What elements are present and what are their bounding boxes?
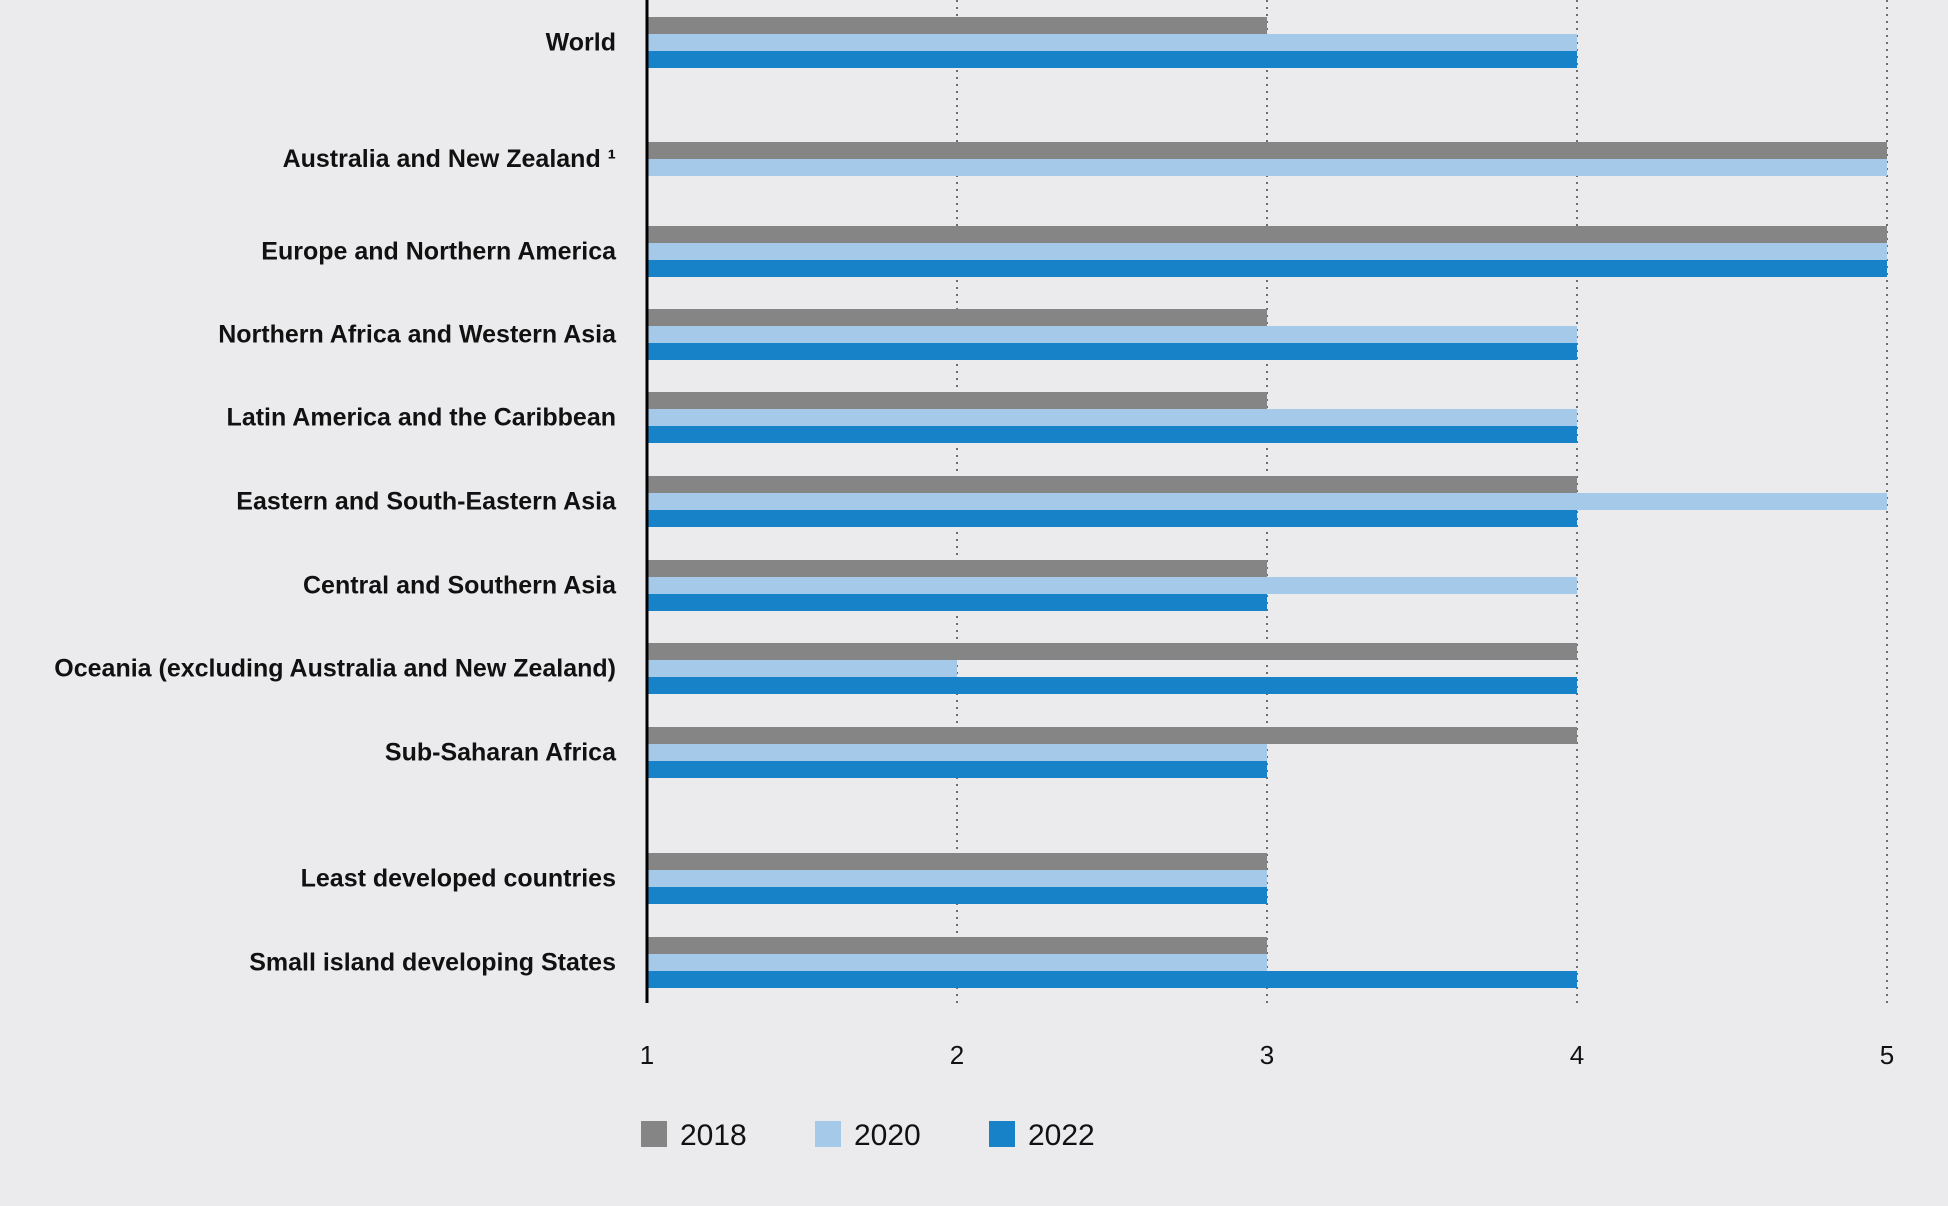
category-label-small-island-developing-states: Small island developing States xyxy=(249,949,616,977)
bar-northern-africa-and-western-asia-2018 xyxy=(647,309,1267,326)
bar-australia-and-new-zealand-2018 xyxy=(647,142,1887,159)
bar-latin-america-and-the-caribbean-2020 xyxy=(647,409,1577,426)
bar-small-island-developing-states-2018 xyxy=(647,937,1267,954)
x-tick-label-1: 1 xyxy=(640,1040,654,1070)
category-label-northern-africa-and-western-asia: Northern Africa and Western Asia xyxy=(218,321,617,349)
legend-swatch-2018 xyxy=(641,1121,667,1147)
bar-australia-and-new-zealand-2020 xyxy=(647,159,1887,176)
bar-northern-africa-and-western-asia-2022 xyxy=(647,343,1577,360)
bar-northern-africa-and-western-asia-2020 xyxy=(647,326,1577,343)
category-label-australia-and-new-zealand: Australia and New Zealand ¹ xyxy=(283,145,616,173)
category-label-oceania-excluding-australia-and-new-zealand: Oceania (excluding Australia and New Zea… xyxy=(54,655,616,683)
x-tick-label-5: 5 xyxy=(1880,1040,1894,1070)
bar-eastern-and-south-eastern-asia-2022 xyxy=(647,510,1577,527)
bar-eastern-and-south-eastern-asia-2018 xyxy=(647,476,1577,493)
category-label-least-developed-countries: Least developed countries xyxy=(301,865,616,893)
bar-least-developed-countries-2022 xyxy=(647,887,1267,904)
bar-europe-and-northern-america-2022 xyxy=(647,260,1887,277)
x-tick-label-4: 4 xyxy=(1570,1040,1584,1070)
bar-small-island-developing-states-2020 xyxy=(647,954,1267,971)
bar-central-and-southern-asia-2022 xyxy=(647,594,1267,611)
category-label-eastern-and-south-eastern-asia: Eastern and South-Eastern Asia xyxy=(236,488,617,516)
bar-eastern-and-south-eastern-asia-2020 xyxy=(647,493,1887,510)
bar-central-and-southern-asia-2018 xyxy=(647,560,1267,577)
bars xyxy=(647,17,1887,988)
category-label-latin-america-and-the-caribbean: Latin America and the Caribbean xyxy=(227,404,616,432)
bar-oceania-excluding-australia-and-new-zealand-2022 xyxy=(647,677,1577,694)
bar-world-2022 xyxy=(647,51,1577,68)
bar-world-2018 xyxy=(647,17,1267,34)
legend-label-2020: 2020 xyxy=(854,1119,921,1152)
legend-label-2018: 2018 xyxy=(680,1119,747,1152)
category-label-europe-and-northern-america: Europe and Northern America xyxy=(261,238,617,266)
bar-latin-america-and-the-caribbean-2018 xyxy=(647,392,1267,409)
legend-swatch-2022 xyxy=(989,1121,1015,1147)
bar-europe-and-northern-america-2020 xyxy=(647,243,1887,260)
category-labels: World Australia and New Zealand ¹ Europe a… xyxy=(54,29,617,977)
bar-sub-saharan-africa-2018 xyxy=(647,727,1577,744)
bar-oceania-excluding-australia-and-new-zealand-2020 xyxy=(647,660,957,677)
bar-latin-america-and-the-caribbean-2022 xyxy=(647,426,1577,443)
x-tick-label-2: 2 xyxy=(950,1040,964,1070)
bar-sub-saharan-africa-2022 xyxy=(647,761,1267,778)
bar-world-2020 xyxy=(647,34,1577,51)
legend-swatch-2020 xyxy=(815,1121,841,1147)
x-tick-label-3: 3 xyxy=(1260,1040,1274,1070)
bar-sub-saharan-africa-2020 xyxy=(647,744,1267,761)
bar-least-developed-countries-2020 xyxy=(647,870,1267,887)
bar-oceania-excluding-australia-and-new-zealand-2018 xyxy=(647,643,1577,660)
category-label-world: World xyxy=(546,29,616,57)
bar-europe-and-northern-america-2018 xyxy=(647,226,1887,243)
bar-small-island-developing-states-2022 xyxy=(647,971,1577,988)
legend-label-2022: 2022 xyxy=(1028,1119,1095,1152)
bar-central-and-southern-asia-2020 xyxy=(647,577,1577,594)
bar-least-developed-countries-2018 xyxy=(647,853,1267,870)
x-axis-ticks: 1 2 3 4 5 xyxy=(640,1040,1894,1070)
legend: 2018 2020 2022 xyxy=(641,1119,1095,1152)
category-label-central-and-southern-asia: Central and Southern Asia xyxy=(303,572,617,600)
category-label-sub-saharan-africa: Sub-Saharan Africa xyxy=(385,739,617,767)
